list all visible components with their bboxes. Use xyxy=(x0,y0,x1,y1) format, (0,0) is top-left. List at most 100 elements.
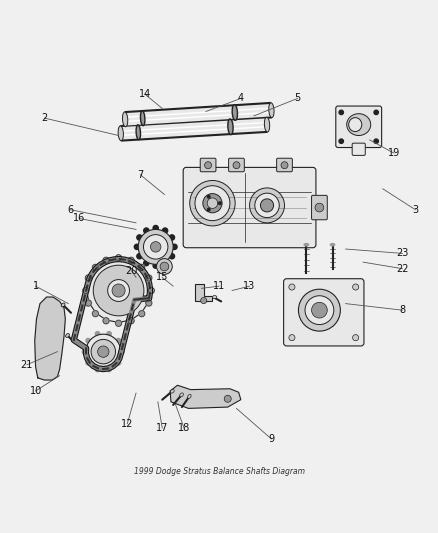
Ellipse shape xyxy=(347,114,371,135)
Circle shape xyxy=(98,346,109,357)
Circle shape xyxy=(139,311,145,317)
Text: 19: 19 xyxy=(388,148,400,158)
Text: 23: 23 xyxy=(396,248,409,259)
Circle shape xyxy=(162,228,168,233)
Circle shape xyxy=(233,161,240,169)
Circle shape xyxy=(162,261,168,266)
Text: 7: 7 xyxy=(137,170,144,180)
Text: 17: 17 xyxy=(156,423,169,433)
Ellipse shape xyxy=(170,390,174,393)
Circle shape xyxy=(160,262,169,271)
Circle shape xyxy=(116,320,122,326)
Circle shape xyxy=(112,284,125,297)
Circle shape xyxy=(353,284,359,290)
Circle shape xyxy=(146,275,152,281)
FancyBboxPatch shape xyxy=(311,195,327,220)
Ellipse shape xyxy=(118,126,124,141)
Circle shape xyxy=(107,332,111,336)
Ellipse shape xyxy=(123,112,128,127)
Circle shape xyxy=(205,161,212,169)
Circle shape xyxy=(117,338,121,343)
Circle shape xyxy=(91,340,116,364)
Polygon shape xyxy=(170,385,241,408)
Circle shape xyxy=(137,235,142,240)
Circle shape xyxy=(87,259,150,322)
Circle shape xyxy=(374,139,378,143)
Circle shape xyxy=(207,198,218,208)
Ellipse shape xyxy=(61,303,65,307)
Circle shape xyxy=(108,280,130,302)
Text: 3: 3 xyxy=(413,205,419,215)
Circle shape xyxy=(128,257,134,263)
Circle shape xyxy=(353,335,359,341)
Ellipse shape xyxy=(232,104,237,120)
FancyBboxPatch shape xyxy=(200,158,216,172)
Text: 1: 1 xyxy=(32,281,39,291)
Circle shape xyxy=(261,199,274,212)
Text: 14: 14 xyxy=(139,89,151,99)
Circle shape xyxy=(134,244,140,249)
Circle shape xyxy=(289,335,295,341)
Circle shape xyxy=(339,139,343,143)
Circle shape xyxy=(250,188,285,223)
Circle shape xyxy=(83,287,89,294)
Circle shape xyxy=(153,225,158,231)
FancyBboxPatch shape xyxy=(277,158,292,172)
Circle shape xyxy=(146,300,152,306)
Circle shape xyxy=(172,244,177,249)
Ellipse shape xyxy=(349,118,362,132)
Circle shape xyxy=(144,228,149,233)
Text: 20: 20 xyxy=(126,266,138,276)
Circle shape xyxy=(128,318,134,324)
FancyBboxPatch shape xyxy=(336,106,381,148)
Circle shape xyxy=(144,261,149,266)
Circle shape xyxy=(148,287,154,294)
Circle shape xyxy=(86,334,121,369)
Circle shape xyxy=(203,193,222,213)
Circle shape xyxy=(95,367,100,372)
Circle shape xyxy=(116,255,122,261)
Circle shape xyxy=(86,360,90,365)
Ellipse shape xyxy=(265,117,270,132)
Circle shape xyxy=(289,284,295,290)
Ellipse shape xyxy=(330,244,335,246)
Text: 8: 8 xyxy=(399,305,406,315)
Circle shape xyxy=(195,185,230,221)
Circle shape xyxy=(139,264,145,270)
FancyBboxPatch shape xyxy=(352,143,365,156)
Ellipse shape xyxy=(269,103,274,118)
Text: 16: 16 xyxy=(73,214,85,223)
Text: 6: 6 xyxy=(67,205,74,215)
Text: 11: 11 xyxy=(213,281,225,291)
Circle shape xyxy=(93,265,144,316)
Circle shape xyxy=(339,110,343,115)
FancyBboxPatch shape xyxy=(284,279,364,346)
Text: 15: 15 xyxy=(156,272,169,282)
Text: 4: 4 xyxy=(238,93,244,103)
Ellipse shape xyxy=(66,334,69,337)
Text: 2: 2 xyxy=(41,113,47,123)
Circle shape xyxy=(103,257,109,263)
Circle shape xyxy=(138,229,173,264)
Circle shape xyxy=(190,181,235,226)
Circle shape xyxy=(298,289,340,331)
Circle shape xyxy=(86,338,90,343)
Circle shape xyxy=(208,208,210,211)
Text: 22: 22 xyxy=(396,264,409,273)
Circle shape xyxy=(208,196,210,198)
Ellipse shape xyxy=(180,393,184,397)
Circle shape xyxy=(255,193,279,217)
Circle shape xyxy=(85,275,92,281)
Circle shape xyxy=(311,302,327,318)
Ellipse shape xyxy=(141,111,145,126)
Text: 1999 Dodge Stratus Balance Shafts Diagram: 1999 Dodge Stratus Balance Shafts Diagra… xyxy=(134,467,304,476)
Circle shape xyxy=(144,235,168,259)
Circle shape xyxy=(156,259,172,274)
Text: 10: 10 xyxy=(29,386,42,396)
Circle shape xyxy=(170,235,175,240)
Circle shape xyxy=(150,241,161,252)
Circle shape xyxy=(82,350,87,354)
Circle shape xyxy=(170,254,175,259)
Circle shape xyxy=(374,110,378,115)
Text: 21: 21 xyxy=(21,360,33,370)
